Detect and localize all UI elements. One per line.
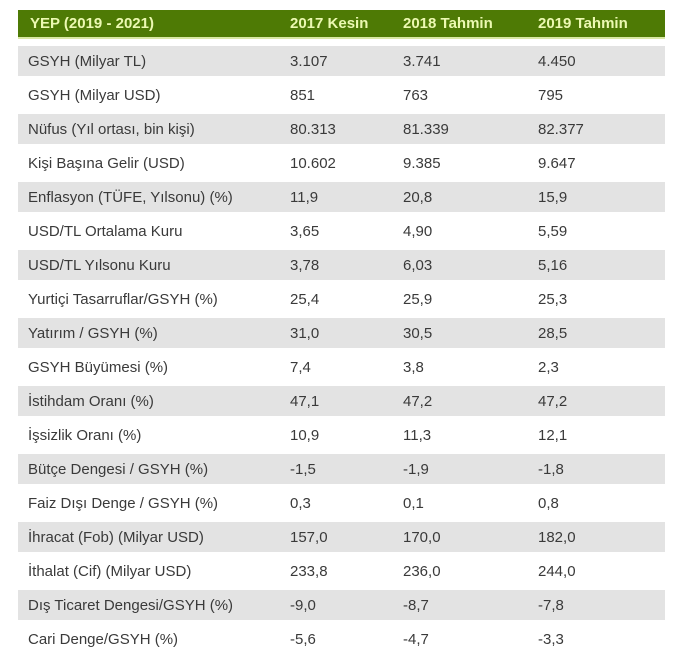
cell-2017: -5,6: [290, 630, 316, 648]
cell-2017: 233,8: [290, 562, 328, 580]
cell-2017: 7,4: [290, 358, 311, 376]
row-label: İhracat (Fob) (Milyar USD): [28, 528, 204, 546]
cell-2019: 25,3: [538, 290, 568, 308]
row-label: GSYH Büyümesi (%): [28, 358, 169, 376]
cell-2019: 795: [538, 86, 564, 104]
cell-2017: 0,3: [290, 494, 311, 512]
table-row: Kişi Başına Gelir (USD) 10.602 9.385 9.6…: [18, 148, 665, 182]
cell-2019: 12,1: [538, 426, 568, 444]
row-label: Enflasyon (TÜFE, Yılsonu) (%): [28, 188, 233, 206]
row-label: Yurtiçi Tasarruflar/GSYH (%): [28, 290, 218, 308]
row-label: İstihdam Oranı (%): [28, 392, 154, 410]
cell-2019: 9.647: [538, 154, 576, 172]
row-label: Kişi Başına Gelir (USD): [28, 154, 185, 172]
row-label: GSYH (Milyar USD): [28, 86, 161, 104]
cell-2017: 31,0: [290, 324, 320, 342]
table-row: Yatırım / GSYH (%) 31,0 30,5 28,5: [18, 318, 665, 352]
table-row: Cari Denge/GSYH (%) -5,6 -4,7 -3,3: [18, 624, 665, 658]
cell-2017: -1,5: [290, 460, 316, 478]
table-row: Bütçe Dengesi / GSYH (%) -1,5 -1,9 -1,8: [18, 454, 665, 488]
cell-2019: 47,2: [538, 392, 568, 410]
cell-2017: 10.602: [290, 154, 336, 172]
cell-2019: 15,9: [538, 188, 568, 206]
cell-2017: 10,9: [290, 426, 320, 444]
row-label: Bütçe Dengesi / GSYH (%): [28, 460, 209, 478]
cell-2017: 25,4: [290, 290, 320, 308]
cell-2018: 9.385: [403, 154, 441, 172]
cell-2019: 0,8: [538, 494, 559, 512]
row-label: Nüfus (Yıl ortası, bin kişi): [28, 120, 195, 138]
cell-2017: 80.313: [290, 120, 336, 138]
cell-2019: -1,8: [538, 460, 564, 478]
table-row: İstihdam Oranı (%) 47,1 47,2 47,2: [18, 386, 665, 420]
row-label: İthalat (Cif) (Milyar USD): [28, 562, 192, 580]
row-label: GSYH (Milyar TL): [28, 52, 147, 70]
cell-2017: 3.107: [290, 52, 328, 70]
cell-2018: 11,3: [403, 426, 432, 444]
cell-2017: 11,9: [290, 188, 319, 206]
cell-2018: 236,0: [403, 562, 441, 580]
row-label: İşsizlik Oranı (%): [28, 426, 142, 444]
cell-2018: 170,0: [403, 528, 441, 546]
cell-2018: 3.741: [403, 52, 441, 70]
row-label: Faiz Dışı Denge / GSYH (%): [28, 494, 219, 512]
cell-2017: 157,0: [290, 528, 328, 546]
column-header-2017: 2017 Kesin: [290, 15, 369, 32]
cell-2017: -9,0: [290, 596, 316, 614]
table-row: İşsizlik Oranı (%) 10,9 11,3 12,1: [18, 420, 665, 454]
cell-2017: 3,65: [290, 222, 320, 240]
cell-2018: -1,9: [403, 460, 429, 478]
row-label: USD/TL Yılsonu Kuru: [28, 256, 171, 274]
cell-2019: 4.450: [538, 52, 576, 70]
cell-2018: 4,90: [403, 222, 433, 240]
cell-2019: -3,3: [538, 630, 564, 648]
table-header: YEP (2019 - 2021) 2017 Kesin 2018 Tahmin…: [18, 10, 665, 39]
table-row: GSYH (Milyar TL) 3.107 3.741 4.450: [18, 46, 665, 80]
row-label: Dış Ticaret Dengesi/GSYH (%): [28, 596, 234, 614]
cell-2017: 3,78: [290, 256, 320, 274]
cell-2018: 47,2: [403, 392, 433, 410]
row-label: USD/TL Ortalama Kuru: [28, 222, 183, 240]
cell-2018: 6,03: [403, 256, 433, 274]
cell-2018: -8,7: [403, 596, 429, 614]
cell-2019: -7,8: [538, 596, 564, 614]
cell-2018: 25,9: [403, 290, 433, 308]
cell-2018: 20,8: [403, 188, 433, 206]
cell-2019: 5,16: [538, 256, 568, 274]
cell-2018: 81.339: [403, 120, 449, 138]
table-row: USD/TL Ortalama Kuru 3,65 4,90 5,59: [18, 216, 665, 250]
table-row: Dış Ticaret Dengesi/GSYH (%) -9,0 -8,7 -…: [18, 590, 665, 624]
table-title: YEP (2019 - 2021): [30, 15, 154, 32]
table-body: GSYH (Milyar TL) 3.107 3.741 4.450 GSYH …: [18, 46, 665, 658]
column-header-2018: 2018 Tahmin: [403, 15, 493, 32]
cell-2018: 763: [403, 86, 429, 104]
row-label: Cari Denge/GSYH (%): [28, 630, 179, 648]
table-row: İthalat (Cif) (Milyar USD) 233,8 236,0 2…: [18, 556, 665, 590]
cell-2019: 5,59: [538, 222, 568, 240]
table-row: Nüfus (Yıl ortası, bin kişi) 80.313 81.3…: [18, 114, 665, 148]
cell-2017: 851: [290, 86, 316, 104]
table-row: Faiz Dışı Denge / GSYH (%) 0,3 0,1 0,8: [18, 488, 665, 522]
cell-2019: 82.377: [538, 120, 584, 138]
cell-2018: 3,8: [403, 358, 424, 376]
cell-2019: 244,0: [538, 562, 576, 580]
table-row: Yurtiçi Tasarruflar/GSYH (%) 25,4 25,9 2…: [18, 284, 665, 318]
cell-2019: 182,0: [538, 528, 576, 546]
cell-2018: 30,5: [403, 324, 433, 342]
table-row: GSYH Büyümesi (%) 7,4 3,8 2,3: [18, 352, 665, 386]
cell-2017: 47,1: [290, 392, 320, 410]
row-label: Yatırım / GSYH (%): [28, 324, 158, 342]
table-row: Enflasyon (TÜFE, Yılsonu) (%) 11,9 20,8 …: [18, 182, 665, 216]
table-row: USD/TL Yılsonu Kuru 3,78 6,03 5,16: [18, 250, 665, 284]
cell-2018: -4,7: [403, 630, 429, 648]
column-header-2019: 2019 Tahmin: [538, 15, 628, 32]
cell-2018: 0,1: [403, 494, 424, 512]
cell-2019: 28,5: [538, 324, 568, 342]
table-row: GSYH (Milyar USD) 851 763 795: [18, 80, 665, 114]
table-row: İhracat (Fob) (Milyar USD) 157,0 170,0 1…: [18, 522, 665, 556]
economic-indicators-table: YEP (2019 - 2021) 2017 Kesin 2018 Tahmin…: [18, 10, 665, 658]
cell-2019: 2,3: [538, 358, 559, 376]
